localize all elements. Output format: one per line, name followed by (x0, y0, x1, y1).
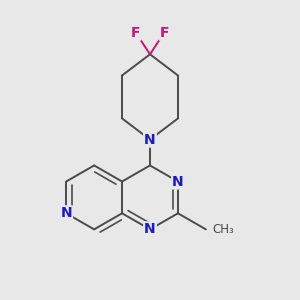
Text: N: N (172, 175, 184, 188)
Text: F: F (131, 26, 140, 40)
Text: CH₃: CH₃ (212, 223, 234, 236)
Text: N: N (144, 133, 156, 147)
Text: F: F (160, 26, 169, 40)
Text: N: N (60, 206, 72, 220)
Text: N: N (144, 222, 156, 236)
